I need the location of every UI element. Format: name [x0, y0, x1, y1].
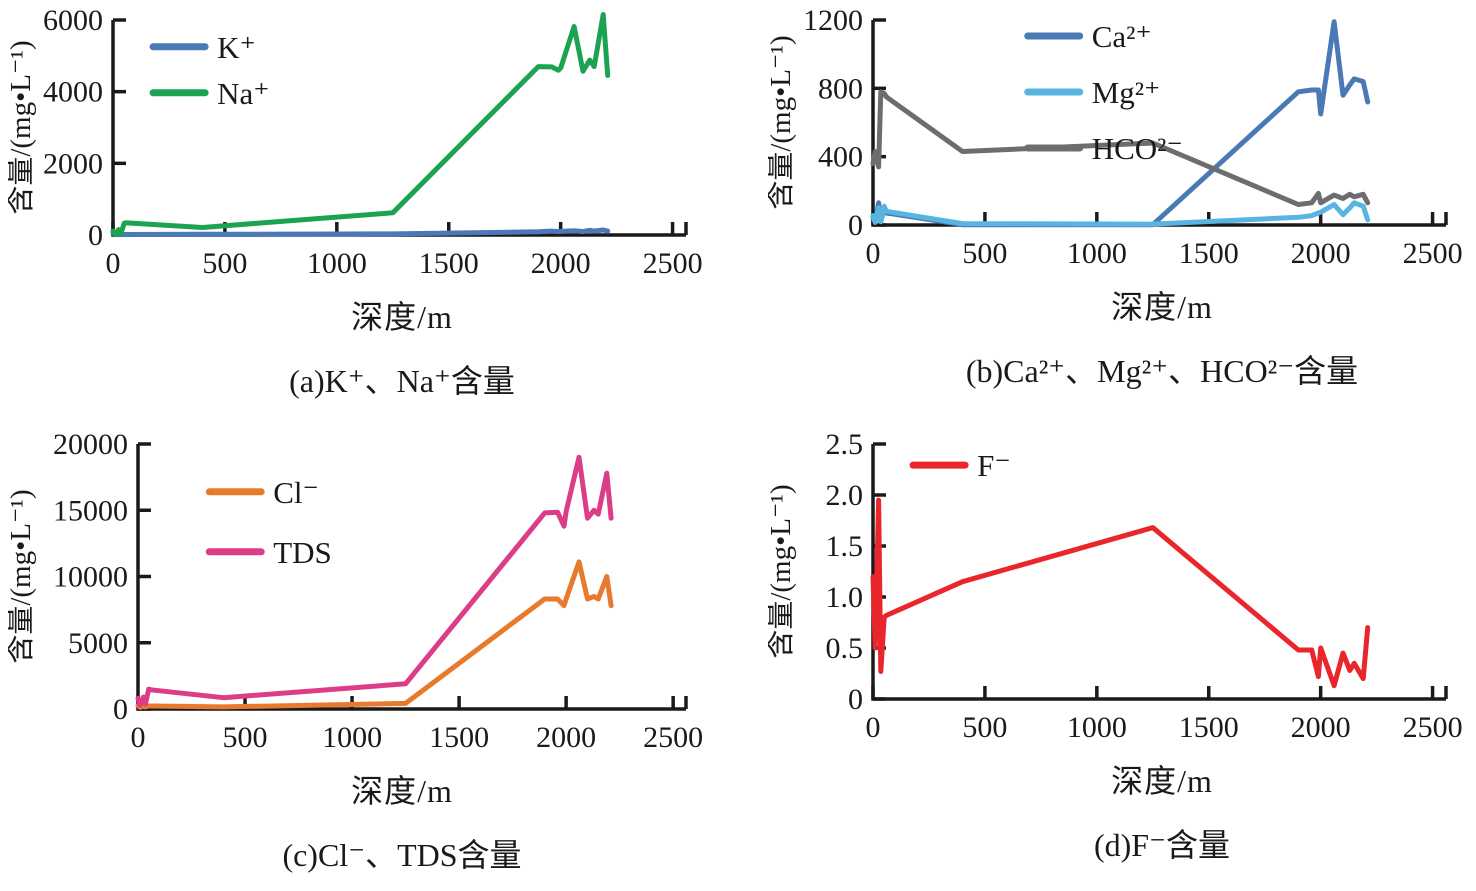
x-tick-label: 1500	[419, 247, 479, 280]
y-tick-label: 6000	[43, 4, 103, 37]
x-tick-label: 0	[866, 237, 881, 270]
chart-b-caption: (b)Ca²⁺、Mg²⁺、HCO²⁻含量	[965, 353, 1359, 389]
subplot-a: 0 500 1000 1500 2000 2500 0 2000 4000 6000 含量/(mg•…	[0, 4, 738, 402]
y-tick-label: 0.5	[826, 632, 864, 665]
chart-svg-a: 0 500 1000 1500 2000 2500 0 2000 4000 6000含量/(mg•…	[4, 4, 703, 280]
x-tick-label: 1500	[429, 721, 489, 754]
x-tick-label: 1000	[1067, 711, 1127, 744]
y-tick-label: 0	[113, 693, 128, 726]
x-tick-label: 1000	[1067, 237, 1127, 270]
y-tick-label: 2.0	[826, 479, 864, 512]
legend-label-Cl: Cl⁻	[273, 475, 319, 510]
x-tick-label: 2500	[643, 721, 703, 754]
y-tick-label: 4000	[43, 76, 103, 109]
y-tick-label: 5000	[68, 627, 128, 660]
x-tick-label: 2000	[1291, 237, 1351, 270]
chart-c-canvas: 0 500 1000 1500 2000 2500 0 5000 10000 15000 20000…	[4, 428, 728, 764]
y-tick-label: 15000	[53, 494, 128, 527]
y-tick-label: 2000	[43, 147, 103, 180]
chart-svg-b: 0 500 1000 1500 2000 2500 0 400 800 1200含量/(mg•L⁻…	[764, 4, 1463, 270]
chart-c-xlabel: 深度/m	[351, 773, 453, 809]
legend-label-Ca: Ca²⁺	[1092, 19, 1152, 54]
y-axis-label: 含量/(mg•L⁻¹)	[8, 40, 37, 214]
chart-d-xlabel: 深度/m	[1111, 763, 1213, 799]
legend-label-TDS: TDS	[273, 535, 332, 570]
x-tick-label: 500	[962, 711, 1007, 744]
x-tick-label: 500	[202, 247, 247, 280]
legend-label-HCO: HCO²⁻	[1092, 131, 1183, 166]
x-tick-label: 0	[106, 247, 121, 280]
y-tick-label: 20000	[53, 428, 128, 461]
chart-b-xlabel: 深度/m	[1111, 289, 1213, 325]
subplot-d: 0 500 1000 1500 2000 2500 0 0.5 1.0 1.5 2.0 2.5 含量/(…	[738, 428, 1476, 876]
y-tick-label: 400	[818, 141, 863, 174]
y-tick-label: 1200	[803, 4, 863, 37]
y-axis-label: 含量/(mg•L⁻¹)	[768, 35, 797, 209]
series-line-K	[110, 227, 611, 238]
legend-label-F: F⁻	[977, 448, 1011, 483]
y-tick-label: 1.5	[826, 530, 864, 563]
y-tick-label: 0	[848, 683, 863, 716]
x-tick-label: 2500	[1403, 237, 1463, 270]
x-tick-label: 2000	[536, 721, 596, 754]
series-line-F	[870, 497, 1371, 689]
y-tick-label: 2.5	[826, 428, 864, 461]
subplot-c: 0 500 1000 1500 2000 2500 0 5000 10000 15000 20000…	[0, 428, 738, 876]
legend-label-K: K⁺	[217, 30, 256, 65]
series-line-Na	[110, 12, 611, 237]
series-line-Mg	[870, 200, 1371, 227]
y-tick-label: 800	[818, 72, 863, 105]
y-tick-label: 0	[88, 219, 103, 252]
chart-svg-c: 0 500 1000 1500 2000 2500 0 5000 10000 15000 20000…	[4, 428, 703, 754]
chart-b-canvas: 0 500 1000 1500 2000 2500 0 400 800 1200 含量/(mg•L⁻…	[764, 4, 1476, 280]
legend-label-Mg: Mg²⁺	[1092, 75, 1161, 110]
chart-d-caption: (d)F⁻含量	[1093, 827, 1230, 863]
chart-svg-d: 0 500 1000 1500 2000 2500 0 0.5 1.0 1.5 2.0 2.5 含量/(…	[764, 428, 1463, 744]
x-tick-label: 500	[223, 721, 268, 754]
x-tick-label: 0	[131, 721, 146, 754]
x-tick-label: 2500	[1403, 711, 1463, 744]
x-tick-label: 1000	[322, 721, 382, 754]
y-axis-label: 含量/(mg•L⁻¹)	[8, 489, 37, 663]
chart-a-xlabel: 深度/m	[351, 299, 453, 335]
series-line-TDS	[135, 454, 614, 708]
chart-c-caption: (c)Cl⁻、TDS含量	[282, 837, 522, 873]
x-tick-label: 2500	[643, 247, 703, 280]
legend-label-Na: Na⁺	[217, 76, 270, 111]
y-tick-label: 10000	[53, 561, 128, 594]
x-tick-label: 1500	[1179, 711, 1239, 744]
x-tick-label: 1500	[1179, 237, 1239, 270]
x-tick-label: 2000	[531, 247, 591, 280]
series-line-HCO	[870, 89, 1371, 207]
chart-d-canvas: 0 500 1000 1500 2000 2500 0 0.5 1.0 1.5 2.0 2.5 含量/(…	[764, 428, 1476, 754]
x-tick-label: 2000	[1291, 711, 1351, 744]
subplot-b: 0 500 1000 1500 2000 2500 0 400 800 1200 含量/(mg•L⁻…	[738, 4, 1476, 402]
y-tick-label: 0	[848, 209, 863, 242]
y-tick-label: 1.0	[826, 581, 864, 614]
chart-a-caption: (a)K⁺、Na⁺含量	[289, 363, 515, 399]
x-tick-label: 1000	[307, 247, 367, 280]
y-axis-label: 含量/(mg•L⁻¹)	[768, 484, 797, 658]
series-line-Cl	[135, 559, 614, 710]
x-tick-label: 500	[962, 237, 1007, 270]
axes-spines	[871, 444, 1446, 701]
chart-a-canvas: 0 500 1000 1500 2000 2500 0 2000 4000 6000 含量/(mg•…	[4, 4, 728, 290]
x-tick-label: 0	[866, 711, 881, 744]
